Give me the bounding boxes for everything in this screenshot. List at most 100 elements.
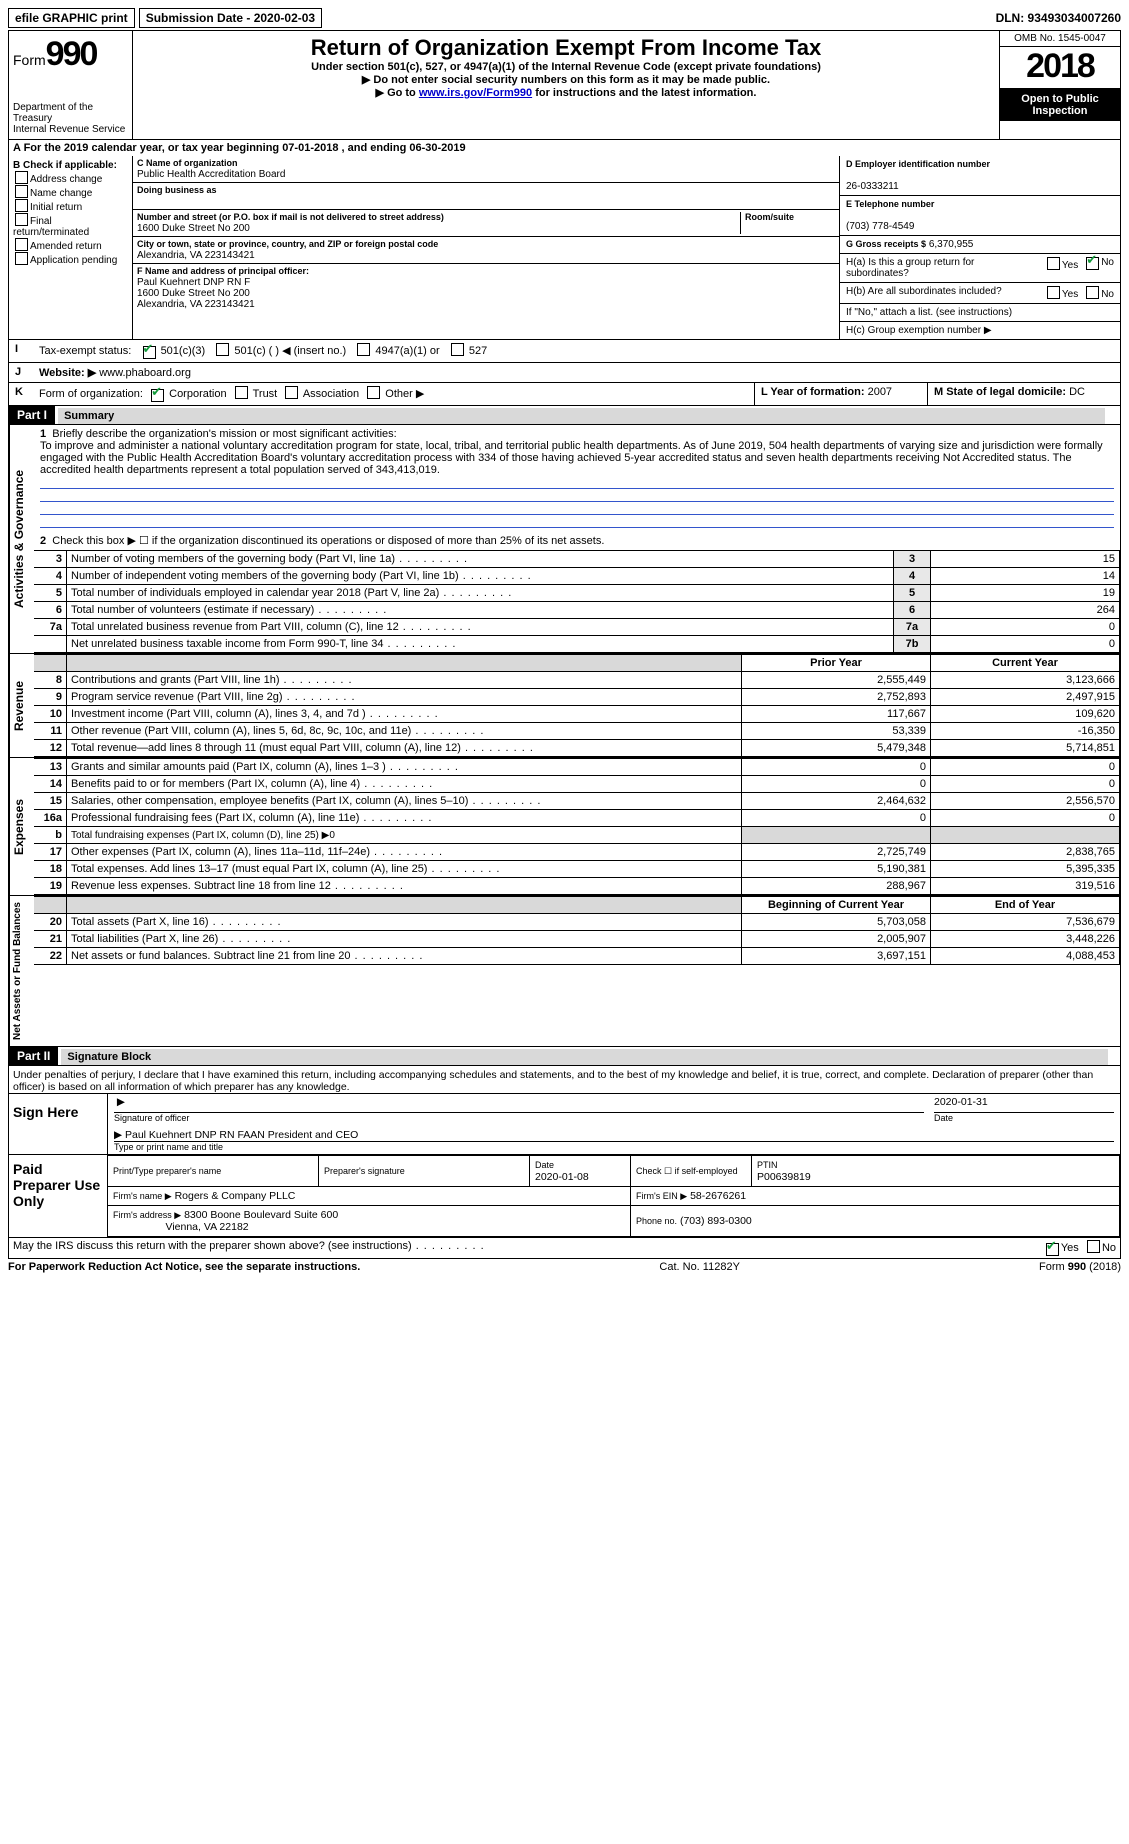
entity-block: B Check if applicable: Address change Na… xyxy=(8,156,1121,340)
col-b-checkboxes: B Check if applicable: Address change Na… xyxy=(9,156,133,339)
part-ii-title: Signature Block xyxy=(61,1049,1108,1065)
col-d-right: D Employer identification number 26-0333… xyxy=(839,156,1120,339)
table-row: 17Other expenses (Part IX, column (A), l… xyxy=(34,844,1120,861)
officer-sign-date: 2020-01-31 xyxy=(934,1096,1114,1113)
table-row: 9Program service revenue (Part VIII, lin… xyxy=(34,689,1120,706)
table-row: Prior YearCurrent Year xyxy=(34,655,1120,672)
officer-printed-name: Paul Kuehnert DNP RN FAAN President and … xyxy=(125,1129,358,1141)
expenses-section: Expenses 13Grants and similar amounts pa… xyxy=(8,758,1121,896)
col-c-identity: C Name of organization Public Health Acc… xyxy=(133,156,839,339)
city-state-zip: Alexandria, VA 223143421 xyxy=(137,250,255,261)
net-assets-section: Net Assets or Fund Balances Beginning of… xyxy=(8,896,1121,1047)
form990-link[interactable]: www.irs.gov/Form990 xyxy=(419,87,532,99)
preparer-date: 2020-01-08 xyxy=(535,1171,589,1183)
table-row: 4Number of independent voting members of… xyxy=(34,568,1120,585)
chk-address-change[interactable]: Address change xyxy=(13,171,128,185)
officer-street: 1600 Duke Street No 200 xyxy=(137,288,250,299)
street-address: 1600 Duke Street No 200 xyxy=(137,223,250,234)
chk-name-change[interactable]: Name change xyxy=(13,185,128,199)
dba-cell: Doing business as xyxy=(133,183,839,210)
part-i-body: Activities & Governance 1 Briefly descri… xyxy=(8,425,1121,654)
row-a-taxyear: A For the 2019 calendar year, or tax yea… xyxy=(8,140,1121,156)
chk-trust[interactable] xyxy=(235,386,248,399)
declaration-text: Under penalties of perjury, I declare th… xyxy=(8,1066,1121,1094)
org-name-cell: C Name of organization Public Health Acc… xyxy=(133,156,839,183)
table-row: Beginning of Current YearEnd of Year xyxy=(34,897,1120,914)
chk-association[interactable] xyxy=(285,386,298,399)
ptin-value: P00639819 xyxy=(757,1171,811,1183)
chk-final-return[interactable]: Final return/terminated xyxy=(13,213,128,238)
chk-501c[interactable] xyxy=(216,343,229,356)
form-footer: Form 990 (2018) xyxy=(1039,1261,1121,1273)
hb-yes[interactable] xyxy=(1047,286,1060,299)
part-ii-badge: Part II xyxy=(9,1047,58,1065)
website-value: www.phaboard.org xyxy=(99,367,191,379)
chk-527[interactable] xyxy=(451,343,464,356)
chk-initial-return[interactable]: Initial return xyxy=(13,199,128,213)
self-employed-check[interactable]: Check ☐ if self-employed xyxy=(631,1156,752,1187)
tab-revenue: Revenue xyxy=(9,654,34,757)
chk-corporation[interactable] xyxy=(151,389,164,402)
chk-amended-return[interactable]: Amended return xyxy=(13,238,128,252)
expenses-lines-table: 13Grants and similar amounts paid (Part … xyxy=(34,758,1120,895)
sign-here-label: Sign Here xyxy=(9,1094,107,1154)
sign-here-block: Sign Here ▶ Signature of officer 2020-01… xyxy=(8,1094,1121,1155)
tab-expenses: Expenses xyxy=(9,758,34,895)
form-word: Form xyxy=(13,52,46,68)
discuss-yes[interactable] xyxy=(1046,1243,1059,1256)
firm-ein: 58-2676261 xyxy=(690,1190,746,1202)
ha-yes[interactable] xyxy=(1047,257,1060,270)
table-row: 14Benefits paid to or for members (Part … xyxy=(34,776,1120,793)
department-label: Department of the Treasury Internal Reve… xyxy=(13,102,128,135)
form-number: 990 xyxy=(46,35,97,73)
table-row: 18Total expenses. Add lines 13–17 (must … xyxy=(34,861,1120,878)
firm-address: 8300 Boone Boulevard Suite 600 xyxy=(184,1209,338,1221)
table-row: 7aTotal unrelated business revenue from … xyxy=(34,619,1120,636)
firm-name: Rogers & Company PLLC xyxy=(175,1190,296,1202)
table-row: 22Net assets or fund balances. Subtract … xyxy=(34,948,1120,965)
tab-net-assets: Net Assets or Fund Balances xyxy=(9,896,34,1046)
officer-name: Paul Kuehnert DNP RN F xyxy=(137,277,250,288)
header-right-block: OMB No. 1545-0047 2018 Open to Public In… xyxy=(999,31,1120,139)
line-1: 1 Briefly describe the organization's mi… xyxy=(34,425,1120,531)
hb-no[interactable] xyxy=(1086,286,1099,299)
ein-cell: D Employer identification number 26-0333… xyxy=(840,156,1120,196)
table-row: 6Total number of volunteers (estimate if… xyxy=(34,602,1120,619)
discuss-no[interactable] xyxy=(1087,1240,1100,1253)
part-i-title: Summary xyxy=(58,408,1105,424)
efile-print-button[interactable]: efile GRAPHIC print xyxy=(8,8,135,28)
table-row: bTotal fundraising expenses (Part IX, co… xyxy=(34,827,1120,844)
telephone-cell: E Telephone number (703) 778-4549 xyxy=(840,196,1120,236)
table-row: 3Number of voting members of the governi… xyxy=(34,551,1120,568)
row-k-l-m: K Form of organization: Corporation Trus… xyxy=(8,383,1121,406)
hc-cell: H(c) Group exemption number ▶ xyxy=(840,322,1120,339)
omb-number: OMB No. 1545-0047 xyxy=(1000,31,1120,47)
table-row: 19Revenue less expenses. Subtract line 1… xyxy=(34,878,1120,895)
table-row: 8Contributions and grants (Part VIII, li… xyxy=(34,672,1120,689)
part-ii-header-row: Part II Signature Block xyxy=(8,1047,1121,1066)
row-j: J Website: ▶ www.phaboard.org xyxy=(8,363,1121,383)
chk-application-pending[interactable]: Application pending xyxy=(13,252,128,266)
table-row: 15Salaries, other compensation, employee… xyxy=(34,793,1120,810)
ein-value: 26-0333211 xyxy=(846,181,899,192)
line-2: 2 Check this box ▶ ☐ if the organization… xyxy=(34,531,1120,550)
gross-receipts-value: 6,370,955 xyxy=(929,239,974,250)
ha-no[interactable] xyxy=(1086,257,1099,270)
firm-address-2: Vienna, VA 22182 xyxy=(166,1221,249,1233)
org-name: Public Health Accreditation Board xyxy=(137,169,285,180)
discuss-row: May the IRS discuss this return with the… xyxy=(8,1238,1121,1259)
telephone-value: (703) 778-4549 xyxy=(846,221,914,232)
table-row: 13Grants and similar amounts paid (Part … xyxy=(34,759,1120,776)
chk-501c3[interactable] xyxy=(143,346,156,359)
paid-preparer-label: Paid Preparer Use Only xyxy=(9,1155,107,1237)
subtitle-2: Do not enter social security numbers on … xyxy=(141,73,991,86)
chk-other[interactable] xyxy=(367,386,380,399)
form-id-block: Form990 Department of the Treasury Inter… xyxy=(9,31,133,139)
street-cell: Number and street (or P.O. box if mail i… xyxy=(133,210,839,237)
officer-cell: F Name and address of principal officer:… xyxy=(133,264,839,312)
table-row: 20Total assets (Part X, line 16)5,703,05… xyxy=(34,914,1120,931)
firm-phone: (703) 893-0300 xyxy=(680,1215,752,1227)
gross-receipts-cell: G Gross receipts $ 6,370,955 xyxy=(840,236,1120,254)
table-row: 10Investment income (Part VIII, column (… xyxy=(34,706,1120,723)
chk-4947[interactable] xyxy=(357,343,370,356)
